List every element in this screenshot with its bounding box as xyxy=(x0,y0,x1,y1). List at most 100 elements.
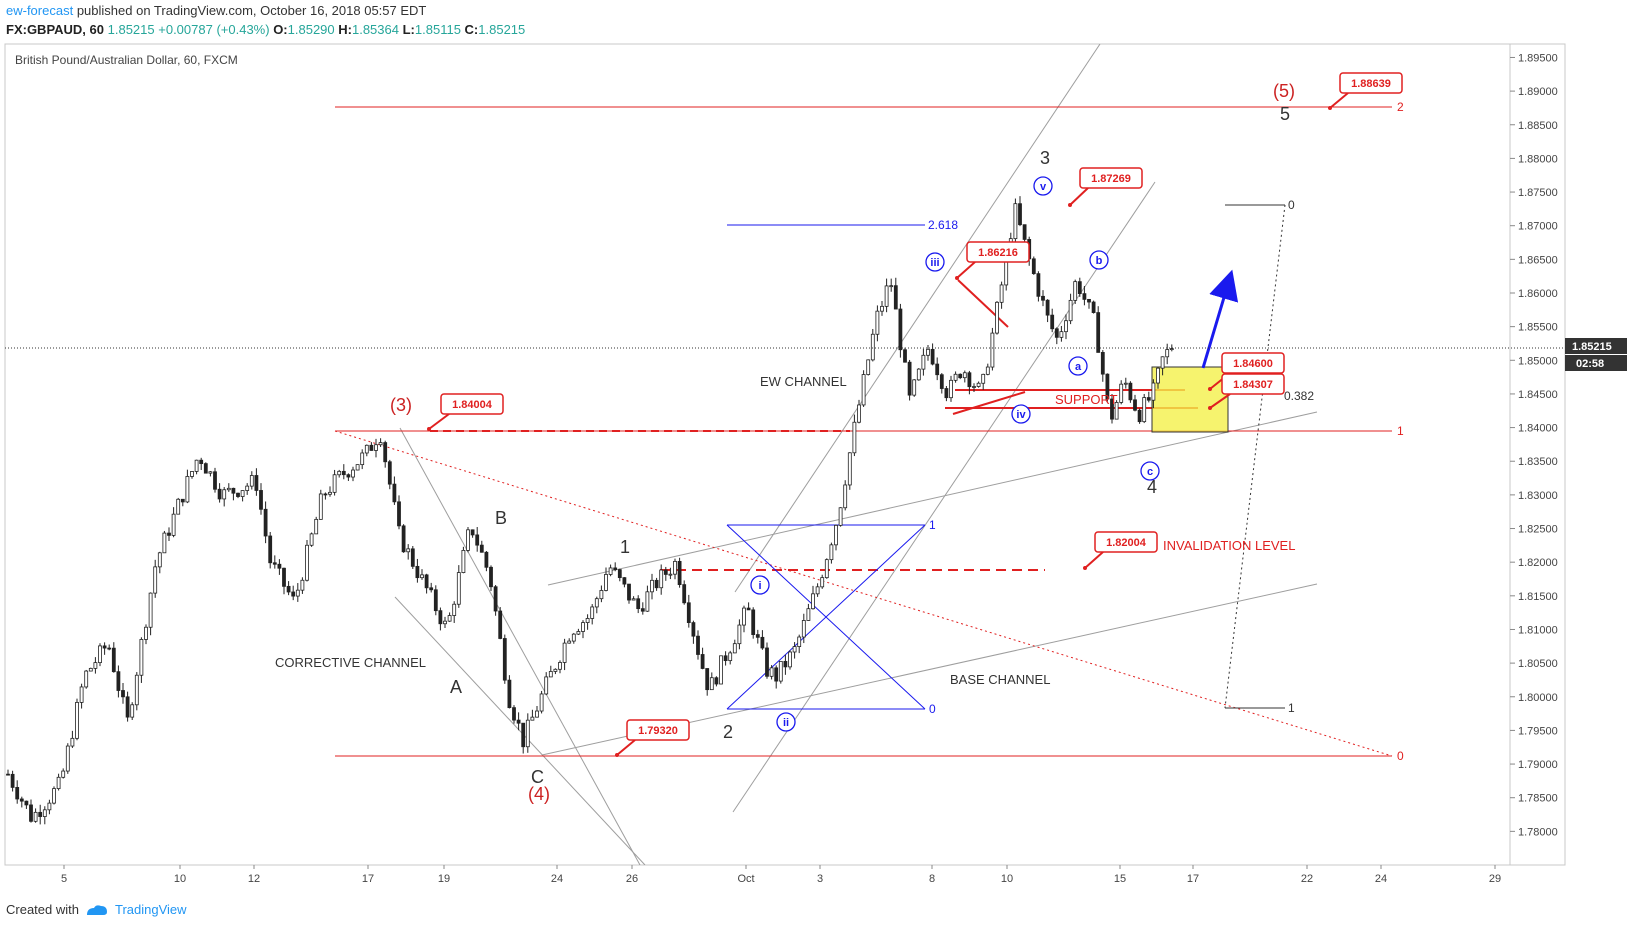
candles xyxy=(6,196,1174,825)
wave-iii-line xyxy=(957,279,1009,328)
candle xyxy=(203,462,208,474)
fib-1-label: 1 xyxy=(929,518,936,532)
candle xyxy=(935,357,940,381)
y-tick-label: 1.84500 xyxy=(1518,389,1558,401)
candle xyxy=(958,373,963,380)
x-tick-label: 5 xyxy=(61,873,67,885)
support-label: SUPPORT xyxy=(1055,392,1118,407)
corrective-channel-lower xyxy=(394,596,646,865)
candle xyxy=(295,583,300,602)
candle xyxy=(157,551,162,574)
candle xyxy=(939,373,944,394)
candle xyxy=(286,581,291,596)
candle xyxy=(268,531,273,569)
candle xyxy=(489,565,493,591)
x-tick-label: Oct xyxy=(737,873,754,885)
tradingview-brand-link[interactable]: TradingView xyxy=(114,902,187,917)
candle xyxy=(328,486,332,497)
candle xyxy=(277,559,282,575)
y-tick-label: 1.85500 xyxy=(1518,322,1558,334)
candle xyxy=(751,607,756,639)
candle xyxy=(507,675,512,709)
fib-ext-2-label: 2 xyxy=(1397,100,1404,114)
candle xyxy=(61,768,66,779)
candle xyxy=(544,672,549,696)
candle xyxy=(484,551,489,572)
candle xyxy=(1013,198,1018,247)
y-tick-label: 1.83500 xyxy=(1518,456,1558,468)
candle xyxy=(599,585,604,603)
candle xyxy=(516,712,521,731)
candle xyxy=(1077,277,1082,297)
svg-text:1.87269: 1.87269 xyxy=(1091,173,1131,185)
fib-vert-0-label: 0 xyxy=(1288,198,1295,212)
candle xyxy=(254,468,259,496)
candle xyxy=(180,498,185,507)
candle xyxy=(815,583,820,597)
candle xyxy=(778,660,783,684)
candle xyxy=(65,743,70,774)
candle xyxy=(650,573,654,600)
y-tick-label: 1.87000 xyxy=(1518,221,1558,233)
candle xyxy=(139,637,144,683)
wave-4-label: 4 xyxy=(1147,477,1157,497)
candle xyxy=(880,301,884,316)
tradingview-logo-icon xyxy=(86,904,107,915)
y-tick-label: 1.79500 xyxy=(1518,725,1558,737)
candle xyxy=(985,363,990,376)
chart-title: British Pound/Australian Dollar, 60, FXC… xyxy=(15,53,238,67)
candle xyxy=(171,507,176,538)
candle xyxy=(332,469,337,496)
wave-b-label: B xyxy=(495,508,507,528)
svg-text:1.82004: 1.82004 xyxy=(1106,537,1147,549)
candle xyxy=(898,303,903,358)
dotted-trendline xyxy=(334,430,1393,757)
candle xyxy=(834,524,838,551)
x-tick-label: 10 xyxy=(1001,873,1013,885)
candle xyxy=(558,660,562,674)
candle xyxy=(792,642,797,659)
candle xyxy=(153,559,158,598)
fib-0-label: 0 xyxy=(929,702,936,716)
candle xyxy=(498,607,503,640)
candle xyxy=(949,375,953,402)
candle xyxy=(378,438,383,447)
price-callout: 1.87269 xyxy=(1068,167,1143,207)
candle xyxy=(245,483,250,495)
fib-2-618-label: 2.618 xyxy=(928,218,958,232)
candle xyxy=(981,373,986,390)
candle xyxy=(581,620,585,639)
candle xyxy=(962,370,967,383)
published-info: published on TradingView.com, October 16… xyxy=(76,3,427,18)
candle xyxy=(870,328,875,362)
candle xyxy=(700,647,705,670)
candle xyxy=(594,596,599,614)
candle xyxy=(249,471,254,490)
ew-channel-upper xyxy=(734,44,1101,593)
y-tick-label: 1.81000 xyxy=(1518,624,1558,636)
open-label: O: xyxy=(273,22,288,37)
price-axis[interactable]: 1.78000 1.78500 1.79000 1.79500 1.80000 1.805… xyxy=(1509,44,1558,865)
circled-label-ii: ii xyxy=(776,712,796,732)
candle xyxy=(337,469,342,478)
candle xyxy=(424,573,429,594)
time-axis[interactable]: 5 10 12 17 19 24 26 Oct 3 8 10 15 17 22 24 29 xyxy=(5,864,1565,885)
candle xyxy=(466,527,470,553)
candle xyxy=(1128,381,1133,403)
candle xyxy=(719,655,723,685)
publisher-username[interactable]: ew-forecast xyxy=(6,3,74,18)
candle xyxy=(272,555,277,569)
countdown-tag xyxy=(1565,355,1627,371)
candle xyxy=(401,524,406,553)
candle xyxy=(79,683,84,709)
candle xyxy=(433,585,438,616)
candle xyxy=(130,702,135,721)
high-label: H: xyxy=(338,22,352,37)
plot-area[interactable] xyxy=(4,43,1566,866)
candle xyxy=(199,457,204,470)
base-channel-upper xyxy=(547,411,1318,586)
y-tick-label: 1.80500 xyxy=(1518,658,1558,670)
x-tick-label: 19 xyxy=(438,873,450,885)
candle xyxy=(677,557,682,588)
